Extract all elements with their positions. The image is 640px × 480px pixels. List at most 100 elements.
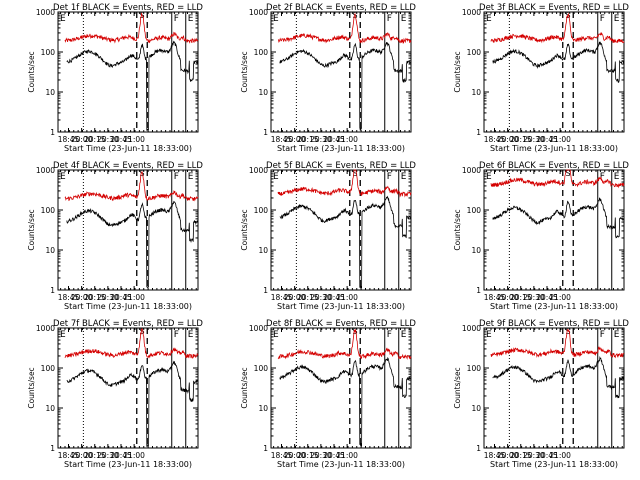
x-tick-label: 20:45 xyxy=(323,135,345,144)
x-tick-label: 21:00 xyxy=(336,135,358,144)
x-tick-label: 20:30 xyxy=(310,451,332,460)
y-tick-label: 100 xyxy=(41,48,56,57)
marker-label: F xyxy=(174,14,179,24)
y-tick-label: 1 xyxy=(50,128,55,137)
x-tick-label: 18:45 xyxy=(58,293,80,302)
x-tick-label: 20:45 xyxy=(110,135,132,144)
y-axis-label: Counts/sec xyxy=(240,51,249,92)
y-tick-label: 1000 xyxy=(249,324,268,333)
x-axis-label: Start Time (23-Jun-11 18:33:00) xyxy=(277,302,405,311)
x-tick-label: 20:30 xyxy=(523,451,545,460)
x-tick-label: 21:00 xyxy=(123,135,145,144)
corner-label: E xyxy=(60,172,66,182)
plot-frame xyxy=(483,327,625,449)
y-tick-label: 1000 xyxy=(36,8,55,17)
y-tick-label: 10 xyxy=(471,246,481,255)
x-tick-label: 20:45 xyxy=(110,451,132,460)
x-tick-label: 20:15 xyxy=(510,135,532,144)
series-lld-line xyxy=(277,329,412,360)
y-tick-label: 1 xyxy=(476,286,481,295)
y-tick-label: 100 xyxy=(254,206,269,215)
corner-label: E xyxy=(486,330,492,340)
y-axis-label: Counts/sec xyxy=(453,51,462,92)
panel-title: Det 2f BLACK = Events, RED = LLD xyxy=(266,3,416,13)
x-tick-label: 20:15 xyxy=(84,293,106,302)
y-tick-label: 1000 xyxy=(249,166,268,175)
x-tick-label: 18:45 xyxy=(271,293,293,302)
marker-label: F xyxy=(174,330,179,340)
marker-label: F xyxy=(600,172,605,182)
series-events-line xyxy=(279,356,412,447)
x-tick-label: 20:30 xyxy=(97,135,119,144)
x-tick-label: 20:45 xyxy=(536,293,558,302)
series-events-line xyxy=(279,195,412,289)
y-tick-label: 1 xyxy=(476,128,481,137)
y-tick-label: 10 xyxy=(45,88,55,97)
plot-frame xyxy=(57,11,199,133)
series-lld-line xyxy=(64,12,199,44)
marker-label: E xyxy=(188,172,194,182)
series-events-line xyxy=(492,197,625,239)
x-tick-label: 20:00 xyxy=(71,451,93,460)
x-tick-label: 20:45 xyxy=(536,451,558,460)
y-tick-label: 1 xyxy=(50,444,55,453)
x-tick-label: 21:00 xyxy=(123,293,145,302)
marker-label: F xyxy=(174,172,179,182)
x-tick-label: 18:45 xyxy=(484,293,506,302)
y-tick-label: 100 xyxy=(254,48,269,57)
marker-label: E xyxy=(614,14,620,24)
x-tick-label: 20:15 xyxy=(84,135,106,144)
y-tick-label: 1 xyxy=(476,444,481,453)
panel-title: Det 9f BLACK = Events, RED = LLD xyxy=(479,319,629,329)
x-tick-label: 20:30 xyxy=(523,135,545,144)
y-tick-label: 1000 xyxy=(462,8,481,17)
y-tick-label: 100 xyxy=(467,364,482,373)
panel-det-2f: Det 2f BLACK = Events, RED = LLD 1 10 100 10… xyxy=(240,3,416,153)
x-tick-label: 21:00 xyxy=(549,135,571,144)
y-tick-label: 1000 xyxy=(36,324,55,333)
x-tick-label: 20:00 xyxy=(497,135,519,144)
y-tick-label: 1000 xyxy=(462,166,481,175)
marker-label: E xyxy=(401,330,407,340)
panel-det-3f: Det 3f BLACK = Events, RED = LLD 1 10 100 10… xyxy=(453,3,629,153)
marker-label: F xyxy=(600,14,605,24)
corner-label: E xyxy=(273,172,279,182)
panel-title: Det 6f BLACK = Events, RED = LLD xyxy=(479,161,629,171)
x-tick-label: 20:30 xyxy=(310,135,332,144)
y-tick-label: 1 xyxy=(263,444,268,453)
marker-label: F xyxy=(387,330,392,340)
x-tick-label: 21:00 xyxy=(549,293,571,302)
y-axis-label: Counts/sec xyxy=(27,367,36,408)
panel-det-7f: Det 7f BLACK = Events, RED = LLD 1 10 100 10… xyxy=(27,319,203,469)
y-tick-label: 100 xyxy=(41,364,56,373)
marker-label: F xyxy=(600,330,605,340)
x-tick-label: 20:30 xyxy=(97,293,119,302)
y-tick-label: 100 xyxy=(254,364,269,373)
x-tick-label: 20:45 xyxy=(323,293,345,302)
x-tick-label: 18:45 xyxy=(58,451,80,460)
y-axis-label: Counts/sec xyxy=(453,209,462,250)
x-tick-label: 20:30 xyxy=(523,293,545,302)
x-tick-label: 20:15 xyxy=(297,293,319,302)
y-tick-label: 1 xyxy=(263,128,268,137)
series-lld-line xyxy=(64,171,199,202)
y-tick-label: 10 xyxy=(471,88,481,97)
panel-title: Det 5f BLACK = Events, RED = LLD xyxy=(266,161,416,171)
plot-frame xyxy=(270,169,412,291)
peak-label: S xyxy=(352,169,357,178)
panel-det-8f: Det 8f BLACK = Events, RED = LLD 1 10 100 10… xyxy=(240,319,416,469)
corner-label: E xyxy=(273,14,279,24)
y-axis-label: Counts/sec xyxy=(240,209,249,250)
peak-label: S xyxy=(565,169,570,178)
marker-label: E xyxy=(614,172,620,182)
series-events-line xyxy=(492,41,625,84)
x-tick-label: 20:15 xyxy=(510,451,532,460)
series-lld-line xyxy=(490,328,625,359)
peak-label: S xyxy=(139,327,144,336)
panel-det-6f: Det 6f BLACK = Events, RED = LLD 1 10 100 10… xyxy=(453,161,629,311)
x-tick-label: 20:15 xyxy=(84,451,106,460)
x-tick-label: 20:00 xyxy=(284,451,306,460)
x-axis-label: Start Time (23-Jun-11 18:33:00) xyxy=(490,144,618,153)
y-tick-label: 10 xyxy=(258,246,268,255)
y-axis-label: Counts/sec xyxy=(27,209,36,250)
